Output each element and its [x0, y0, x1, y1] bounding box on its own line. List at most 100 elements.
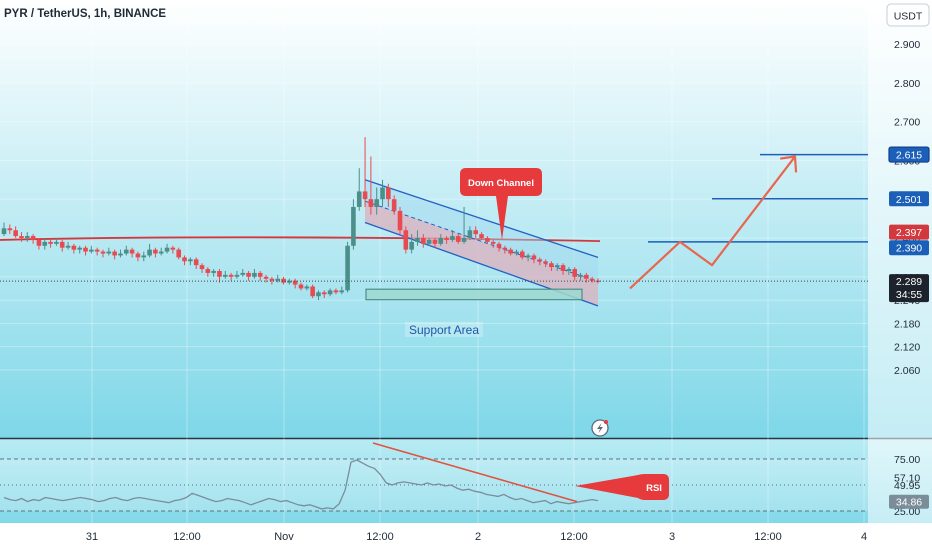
- candle-body: [83, 247, 88, 252]
- candle: [543, 259, 548, 268]
- candle: [292, 278, 298, 289]
- candle-body: [30, 236, 36, 240]
- candle: [263, 274, 269, 283]
- moving-average: [0, 236, 601, 243]
- rsi-trend-line: [372, 442, 578, 503]
- rsi-value-badge[interactable]: 34.86: [889, 494, 929, 509]
- candles: [0, 137, 868, 301]
- candle-body: [228, 274, 234, 277]
- candle-body: [141, 255, 147, 258]
- candle: [54, 238, 59, 246]
- candle-body: [54, 241, 59, 244]
- candle: [578, 272, 583, 281]
- price-axis[interactable]: 2.9002.8002.7002.6002.5002.4002.3002.240…: [888, 39, 930, 518]
- candle-body: [19, 236, 24, 238]
- candle-body: [490, 241, 496, 244]
- symbol-title: PYR / TetherUS, 1h, BINANCE: [4, 8, 166, 20]
- candle: [362, 137, 368, 207]
- candle-body: [188, 259, 193, 262]
- support-area: [365, 288, 583, 301]
- candle-body: [164, 247, 170, 252]
- price-badge-2501[interactable]: 2.501: [889, 191, 929, 207]
- candle: [537, 257, 543, 266]
- candle: [13, 226, 18, 238]
- candle: [572, 267, 578, 281]
- candle: [123, 245, 129, 256]
- price-badge-2501-bg: [889, 191, 929, 207]
- time-axis[interactable]: 31 12:00 Nov 12:00 2 12:00 3 12:00 4: [86, 531, 867, 543]
- candle: [287, 278, 292, 285]
- candle-body: [100, 251, 106, 254]
- candle: [170, 245, 176, 254]
- time-tick-label: Nov: [274, 531, 294, 543]
- time-tick-label: 12:00: [173, 531, 201, 543]
- down-channel-label: Down Channel: [468, 178, 534, 189]
- candle: [514, 249, 519, 256]
- candle: [199, 263, 205, 273]
- candle: [30, 234, 36, 244]
- candle: [59, 239, 65, 252]
- candle: [246, 270, 251, 281]
- candle-body: [234, 274, 240, 277]
- candle: [257, 270, 263, 281]
- candle: [420, 234, 426, 248]
- candle: [71, 243, 77, 254]
- candle-body: [438, 238, 444, 244]
- candle-body: [158, 251, 164, 254]
- candle: [36, 238, 42, 250]
- price-badge-2397[interactable]: 2.397: [889, 224, 929, 240]
- candle-body: [380, 187, 385, 200]
- candle-body: [211, 270, 216, 273]
- time-axis-background: [0, 523, 932, 550]
- support-area-label: Support Area: [409, 323, 479, 337]
- candle-body: [298, 284, 304, 289]
- price-badge-2615[interactable]: 2.615: [888, 146, 930, 163]
- time-tick-label: 4: [861, 531, 867, 543]
- currency-button[interactable]: USDT: [886, 3, 930, 27]
- candle-body: [275, 278, 281, 281]
- channel-upper-line: [364, 179, 599, 259]
- candle: [589, 276, 595, 283]
- rsi-tick-label: 57.10: [894, 473, 920, 485]
- candle-body: [170, 247, 176, 250]
- candle: [252, 269, 257, 279]
- candle-body: [327, 290, 333, 295]
- candle: [176, 247, 182, 260]
- price-tick-label: 2.900: [894, 39, 920, 51]
- candle: [182, 255, 187, 266]
- projection-line: [629, 155, 796, 290]
- candle-body: [461, 238, 467, 242]
- candle-body: [450, 236, 455, 240]
- time-tick-label: 12:00: [366, 531, 394, 543]
- price-badge-2501-text: 2.501: [896, 194, 922, 206]
- candle: [193, 257, 199, 270]
- candle-body: [444, 238, 449, 240]
- time-tick-label: 2: [475, 531, 481, 543]
- candle: [525, 253, 531, 262]
- time-tick-label: 31: [86, 531, 98, 543]
- candle: [531, 253, 537, 264]
- candle-body: [304, 286, 310, 289]
- candle: [112, 249, 117, 260]
- rsi-value-text: 34.86: [896, 497, 922, 509]
- candle: [450, 230, 455, 242]
- price-badge-2390[interactable]: 2.390: [889, 240, 929, 256]
- candle-body: [339, 290, 345, 293]
- price-badge-2615-bg: [888, 146, 930, 163]
- candle-body: [473, 230, 479, 235]
- candle-body: [589, 278, 595, 281]
- candle: [164, 243, 170, 254]
- candle: [1, 222, 7, 237]
- candle-body: [519, 251, 525, 258]
- candle-body: [42, 241, 48, 246]
- candle: [135, 251, 141, 262]
- candle-body: [263, 276, 269, 279]
- lightning-icon[interactable]: [591, 419, 609, 437]
- candle: [554, 263, 560, 271]
- down-channel-callout: Down Channel: [460, 168, 542, 240]
- candle-body: [560, 265, 566, 271]
- candle: [65, 241, 71, 250]
- rsi-value-badge-bg: [889, 494, 929, 509]
